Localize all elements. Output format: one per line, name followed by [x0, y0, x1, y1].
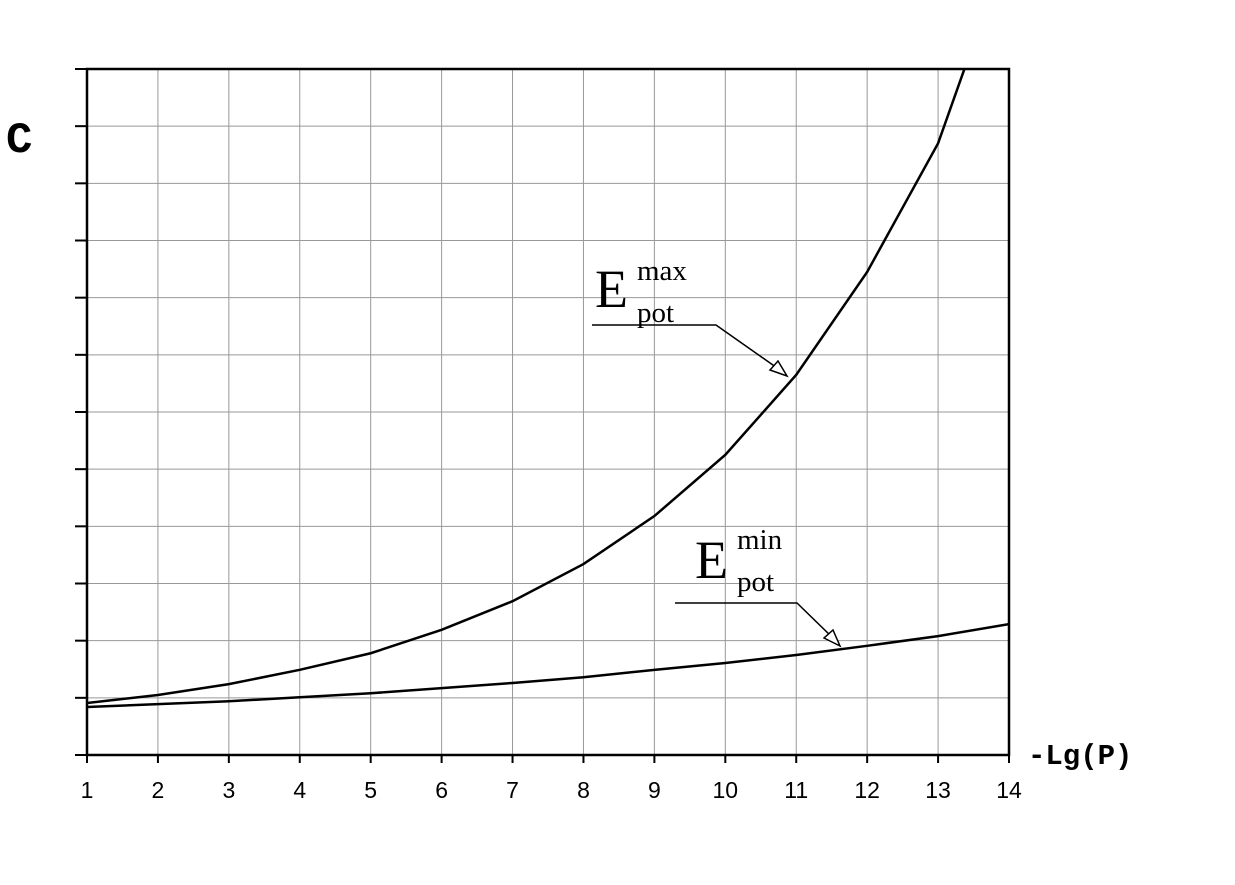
- x-tick-label: 14: [996, 777, 1022, 803]
- series-line: [87, 622, 1009, 709]
- x-tick-label: 11: [784, 777, 808, 803]
- x-tick-label: 8: [577, 777, 590, 803]
- grid: [86, 68, 1010, 756]
- x-tick-label: 13: [925, 777, 951, 803]
- x-tick-label: 5: [364, 777, 377, 803]
- x-tick-label: 2: [152, 777, 165, 803]
- x-tick-label: 6: [435, 777, 448, 803]
- arrowhead: [768, 359, 789, 378]
- x-tick-label: 10: [713, 777, 739, 803]
- legend-sup: max: [637, 255, 687, 287]
- series-line: [87, 69, 966, 705]
- legend-sup: min: [737, 524, 783, 556]
- legend-sub: pot: [637, 297, 674, 329]
- x-tick-label: 12: [854, 777, 880, 803]
- plot-lines: [87, 69, 1009, 709]
- x-tick-label: 4: [293, 777, 306, 803]
- legend-sub: pot: [737, 566, 774, 598]
- leader-line: [592, 324, 781, 371]
- annotation-min: E min pot: [675, 524, 842, 648]
- legend-main: E: [695, 530, 728, 590]
- annotation-max: E max pot: [592, 255, 789, 378]
- x-tick-label: 1: [81, 777, 94, 803]
- leader-line: [675, 602, 835, 640]
- x-tick-label: 9: [648, 777, 661, 803]
- x-axis-label: -Lg(P): [1028, 740, 1132, 773]
- arrowhead: [822, 628, 842, 648]
- x-tick-label: 7: [506, 777, 519, 803]
- y-axis-label: C: [6, 116, 32, 166]
- x-tick-label: 3: [222, 777, 235, 803]
- legend-main: E: [595, 259, 628, 319]
